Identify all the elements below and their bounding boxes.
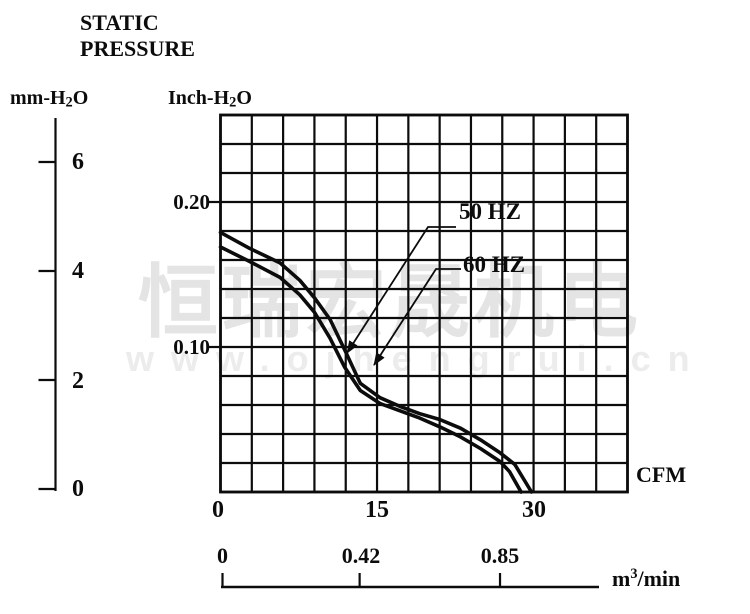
curve-60hz — [218, 245, 523, 494]
m3-unit-label: m3/min — [612, 565, 681, 591]
right-axis-unit-inch-h2o: Inch-H2O — [168, 87, 252, 111]
m3-tick-label-0: 0 — [217, 543, 228, 568]
inch-tick-label-020: 0.20 — [173, 190, 210, 214]
cfm-tick-label-15: 15 — [365, 497, 389, 523]
plot-border — [219, 113, 629, 494]
chart-title-line2: PRESSURE — [80, 36, 195, 61]
left-axis-unit-mm-h2o: mm-H2O — [10, 87, 89, 111]
chart-title-line1: STATIC — [80, 10, 159, 35]
curve-label-60hz: 60 HZ — [463, 252, 525, 277]
cfm-tick-label-30: 30 — [522, 497, 546, 523]
cfm-tick-label-0: 0 — [212, 497, 224, 523]
mm-tick-label-4: 4 — [72, 258, 84, 284]
curve-50hz — [218, 230, 534, 494]
mm-tick-label-6: 6 — [72, 149, 84, 175]
leader-60hz — [373, 268, 461, 366]
curve-label-50hz: 50 HZ — [459, 199, 521, 224]
m3-tick-label-042: 0.42 — [341, 543, 381, 568]
mm-tick-label-2: 2 — [72, 368, 84, 394]
cfm-unit-label: CFM — [636, 462, 687, 487]
m3-tick-label-085: 0.85 — [480, 543, 520, 568]
inch-tick-label-010: 0.10 — [173, 335, 210, 359]
leader-50hz — [346, 226, 456, 354]
mm-tick-label-0: 0 — [72, 476, 84, 502]
